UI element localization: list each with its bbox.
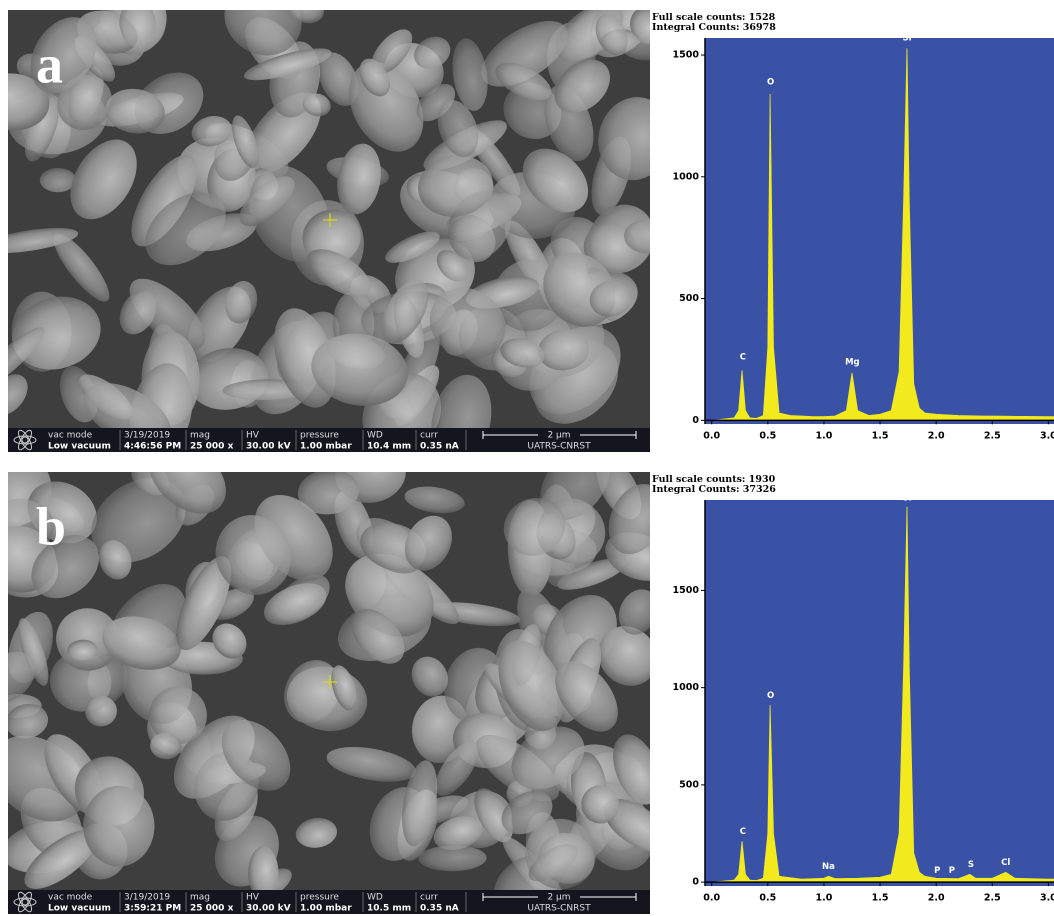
y-tick-label: 1000 — [673, 171, 700, 182]
info-label: vac mode — [48, 893, 93, 903]
info-value: 25 000 x — [190, 904, 234, 914]
x-tick-label: 1.5 — [872, 893, 889, 904]
x-tick-label: 2.5 — [984, 431, 1001, 442]
info-label: HV — [246, 431, 260, 441]
info-label: mag — [190, 431, 210, 441]
info-value: 25 000 x — [190, 442, 234, 452]
info-value: Low vacuum — [48, 904, 111, 914]
peak-label: O — [767, 691, 774, 701]
panel-letter: b — [36, 496, 66, 556]
info-label: curr — [420, 431, 438, 441]
x-tick-label: 1.0 — [816, 431, 833, 442]
sem-image — [0, 425, 679, 916]
info-value: 10.4 mm — [367, 442, 411, 452]
plot-area — [705, 38, 1054, 424]
info-value: Low vacuum — [48, 442, 111, 452]
x-tick-label: 3.0 — [1040, 893, 1054, 904]
peak-label: C — [740, 827, 746, 837]
peak-label: Na — [822, 862, 835, 872]
x-tick-label: 1.0 — [816, 893, 833, 904]
peak-label: S — [968, 860, 974, 870]
peak-label: C — [740, 353, 746, 363]
info-value: 1.00 mbar — [300, 442, 352, 452]
info-value: 30.00 kV — [246, 904, 291, 914]
info-value: 10.5 mm — [367, 904, 411, 914]
integral: Integral Counts: 37326 — [652, 484, 776, 495]
y-tick-label: 1500 — [673, 585, 700, 596]
plot-area — [705, 500, 1054, 886]
info-value: 0.35 nA — [420, 904, 459, 914]
info-label: vac mode — [48, 431, 93, 441]
peak-label: Mg — [845, 357, 860, 367]
x-tick-label: 0.5 — [759, 893, 776, 904]
lab-name: UATRS-CNRST — [527, 442, 591, 452]
panel-letter: a — [36, 34, 63, 94]
y-tick-label: 1000 — [673, 682, 700, 693]
y-tick-label: 0 — [692, 877, 699, 888]
info-value: 0.35 nA — [420, 442, 459, 452]
x-tick-label: 2.5 — [984, 893, 1001, 904]
x-tick-label: 0.0 — [703, 431, 720, 442]
info-value: 3:59:21 PM — [124, 904, 181, 914]
x-tick-label: 0.5 — [759, 431, 776, 442]
x-tick-label: 2.0 — [928, 893, 945, 904]
x-tick-label: 2.0 — [928, 431, 945, 442]
info-label: pressure — [300, 431, 339, 441]
peak-label: O — [767, 77, 774, 87]
x-tick-label: 1.5 — [872, 431, 889, 442]
peak-label: Cl — [1001, 858, 1010, 868]
info-label: WD — [367, 431, 383, 441]
figure: avac modeLow vacuum3/19/20194:46:56 PMma… — [0, 0, 1054, 916]
peak-label: P — [949, 866, 955, 876]
info-label: 3/19/2019 — [124, 893, 170, 903]
y-tick-label: 1500 — [673, 50, 700, 61]
peak-label: P — [934, 866, 940, 876]
info-label: HV — [246, 893, 260, 903]
scale-label: 2 µm — [547, 431, 570, 441]
info-value: 30.00 kV — [246, 442, 291, 452]
y-tick-label: 500 — [679, 293, 699, 304]
peak-label: Si — [902, 494, 911, 504]
info-label: mag — [190, 893, 210, 903]
sem-image — [0, 0, 679, 471]
x-tick-label: 3.0 — [1040, 431, 1054, 442]
x-tick-label: 0.0 — [703, 893, 720, 904]
y-tick-label: 500 — [679, 779, 699, 790]
scale-label: 2 µm — [547, 893, 570, 903]
info-value: 4:46:56 PM — [124, 442, 181, 452]
integral: Integral Counts: 36978 — [652, 22, 776, 33]
info-label: WD — [367, 893, 383, 903]
y-tick-label: 0 — [692, 415, 699, 426]
info-value: 1.00 mbar — [300, 904, 352, 914]
peak-label: Si — [902, 34, 911, 44]
info-label: 3/19/2019 — [124, 431, 170, 441]
lab-name: UATRS-CNRST — [527, 904, 591, 914]
info-label: pressure — [300, 893, 339, 903]
info-label: curr — [420, 893, 438, 903]
